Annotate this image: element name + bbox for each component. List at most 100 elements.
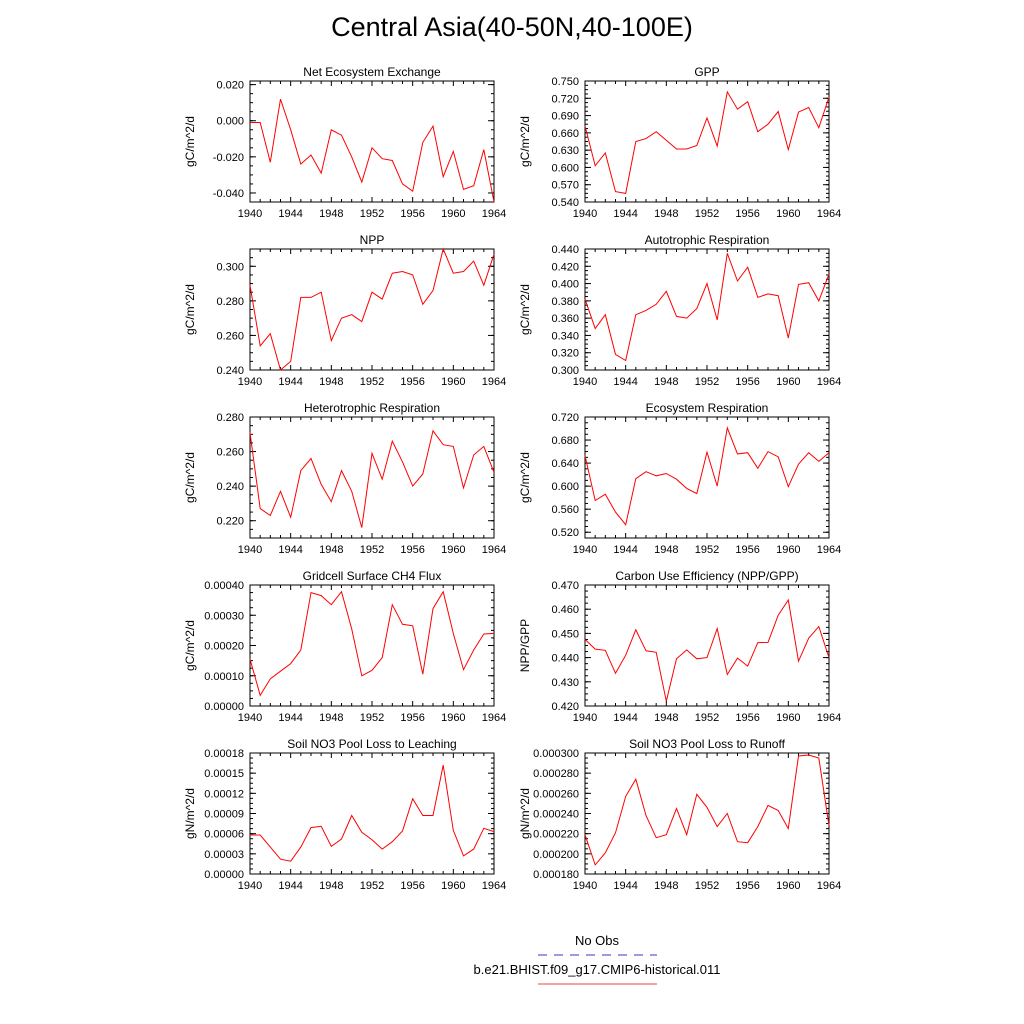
y-tick-label: 0.340 [551, 330, 579, 342]
x-tick-label: 1944 [278, 376, 302, 388]
x-tick-label: 1944 [278, 712, 302, 724]
y-tick-label: 0.360 [551, 313, 579, 325]
x-tick-label: 1964 [482, 376, 506, 388]
y-tick-label: 0.720 [551, 93, 579, 105]
y-tick-label: 0.440 [551, 653, 579, 665]
x-tick-label: 1948 [319, 208, 343, 220]
x-tick-label: 1944 [613, 208, 637, 220]
panel-title: Autotrophic Respiration [645, 233, 770, 247]
x-tick-label: 1960 [441, 544, 465, 556]
y-tick-label: 0.420 [551, 261, 579, 273]
x-tick-label: 1940 [238, 544, 262, 556]
y-tick-label: 0.280 [216, 412, 244, 424]
y-axis-label: gC/m^2/d [518, 116, 532, 167]
x-tick-label: 1964 [482, 880, 506, 892]
panel-title: GPP [694, 65, 719, 79]
x-tick-label: 1944 [278, 208, 302, 220]
x-tick-label: 1952 [360, 376, 384, 388]
x-tick-label: 1960 [441, 208, 465, 220]
y-axis-label: gC/m^2/d [183, 116, 197, 167]
x-tick-label: 1952 [695, 544, 719, 556]
x-tick-label: 1948 [654, 880, 678, 892]
y-tick-label: 0.680 [551, 435, 579, 447]
y-tick-label: 0.380 [551, 296, 579, 308]
y-tick-label: 0.300 [216, 261, 244, 273]
y-axis-label: gN/m^2/d [518, 788, 532, 839]
y-tick-label: 0.00018 [204, 748, 244, 760]
y-tick-label: 0.00000 [204, 701, 244, 713]
y-tick-label: 0.220 [216, 516, 244, 528]
y-tick-label: 0.540 [551, 197, 579, 209]
x-tick-label: 1960 [776, 544, 800, 556]
y-axis-label: gC/m^2/d [518, 452, 532, 503]
x-tick-label: 1948 [654, 544, 678, 556]
x-tick-label: 1964 [482, 208, 506, 220]
y-tick-label: 0.00012 [204, 788, 244, 800]
x-tick-label: 1960 [441, 880, 465, 892]
y-tick-label: 0.000260 [533, 788, 579, 800]
x-tick-label: 1952 [695, 376, 719, 388]
y-tick-label: 0.000300 [533, 748, 579, 760]
x-tick-label: 1956 [735, 712, 759, 724]
x-tick-label: 1940 [238, 712, 262, 724]
x-tick-label: 1944 [613, 880, 637, 892]
x-tick-label: 1964 [482, 712, 506, 724]
y-tick-label: 0.440 [551, 244, 579, 256]
x-tick-label: 1956 [400, 544, 424, 556]
panel-title: Soil NO3 Pool Loss to Leaching [287, 737, 456, 751]
y-axis-label: gC/m^2/d [183, 620, 197, 671]
x-tick-label: 1956 [400, 880, 424, 892]
x-tick-label: 1952 [360, 880, 384, 892]
panel-title: Carbon Use Efficiency (NPP/GPP) [615, 569, 798, 583]
y-tick-label: 0.00006 [204, 829, 244, 841]
y-tick-label: 0.400 [551, 279, 579, 291]
x-tick-label: 1964 [817, 712, 841, 724]
x-tick-label: 1940 [573, 544, 597, 556]
y-tick-label: 0.560 [551, 504, 579, 516]
x-tick-label: 1964 [817, 376, 841, 388]
x-tick-label: 1964 [482, 544, 506, 556]
y-tick-label: 0.00040 [204, 580, 244, 592]
series-line [584, 253, 830, 362]
y-tick-label: 0.00010 [204, 671, 244, 683]
y-tick-label: 0.750 [551, 76, 579, 88]
y-tick-label: 0.600 [551, 162, 579, 174]
y-tick-label: 0.000280 [533, 768, 579, 780]
series-line [249, 429, 495, 528]
series-line [584, 754, 830, 866]
y-tick-label: 0.260 [216, 447, 244, 459]
x-tick-label: 1944 [613, 376, 637, 388]
x-tick-label: 1964 [817, 208, 841, 220]
y-tick-label: 0.240 [216, 481, 244, 493]
x-tick-label: 1940 [238, 376, 262, 388]
y-tick-label: 0.000220 [533, 829, 579, 841]
x-tick-label: 1948 [319, 712, 343, 724]
y-tick-label: 0.460 [551, 604, 579, 616]
y-tick-label: 0.450 [551, 628, 579, 640]
y-tick-label: -0.020 [213, 152, 244, 164]
y-tick-label: 0.300 [551, 365, 579, 377]
y-tick-label: 0.00009 [204, 809, 244, 821]
series-line [584, 598, 830, 702]
y-tick-label: 0.00003 [204, 849, 244, 861]
x-tick-label: 1956 [735, 376, 759, 388]
x-tick-label: 1952 [695, 208, 719, 220]
y-tick-label: 0.690 [551, 111, 579, 123]
panel-title: Soil NO3 Pool Loss to Runoff [629, 737, 786, 751]
x-tick-label: 1940 [573, 208, 597, 220]
y-tick-label: 0.020 [216, 80, 244, 92]
x-tick-label: 1960 [441, 712, 465, 724]
x-tick-label: 1940 [573, 376, 597, 388]
y-tick-label: 0.280 [216, 296, 244, 308]
y-axis-label: gC/m^2/d [183, 452, 197, 503]
x-tick-label: 1944 [613, 544, 637, 556]
y-tick-label: 0.720 [551, 412, 579, 424]
y-tick-label: 0.000180 [533, 869, 579, 881]
series-line [250, 765, 495, 862]
